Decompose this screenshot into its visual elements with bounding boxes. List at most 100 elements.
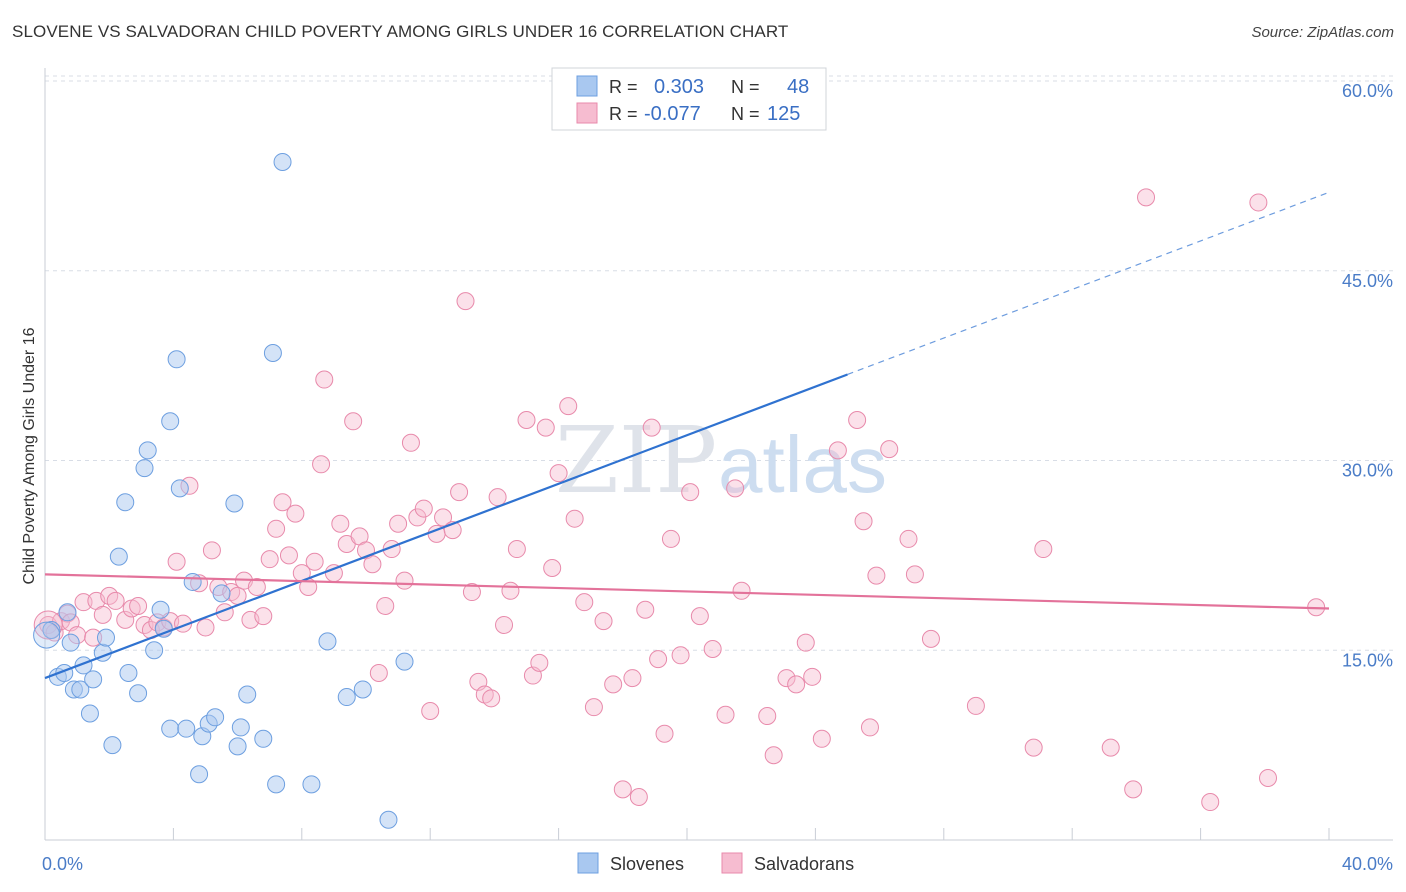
salvadorans-point xyxy=(331,514,350,533)
salvadorans-point xyxy=(661,529,680,548)
series-legend-slovenes: Slovenes xyxy=(610,854,684,874)
slovenes-trend-line xyxy=(44,373,848,680)
salvadorans-point xyxy=(565,509,584,528)
salvadorans-point xyxy=(369,664,388,683)
salvadorans-point xyxy=(803,667,822,686)
slovenes-point xyxy=(154,619,173,638)
salvadorans-point xyxy=(867,566,886,585)
slovenes-point xyxy=(71,680,90,699)
slovenes-point xyxy=(119,664,138,683)
salvadorans-point xyxy=(315,370,334,389)
salvadorans-point xyxy=(828,441,847,460)
slovenes-point xyxy=(206,708,225,727)
watermark-atlas: atlas xyxy=(718,420,887,509)
legend-blue-r-label: R = xyxy=(609,77,638,97)
salvadorans-point xyxy=(202,541,221,560)
salvadorans-point xyxy=(389,514,408,533)
slovenes-point xyxy=(379,810,398,829)
slovenes-points xyxy=(33,72,757,829)
slovenes-point xyxy=(183,572,202,591)
slovenes-point xyxy=(254,729,273,748)
salvadorans-point xyxy=(549,464,568,483)
axes xyxy=(44,68,1393,841)
salvadorans-point xyxy=(456,292,475,311)
salvadorans-point xyxy=(488,488,507,507)
slovenes-point xyxy=(96,628,115,647)
salvadorans-point xyxy=(434,508,453,527)
slovenes-point xyxy=(267,775,286,794)
series-legend-slovenes-swatch xyxy=(577,852,599,874)
slovenes-point xyxy=(353,680,372,699)
slovenes-point xyxy=(395,652,414,671)
legend-pink-r-value: -0.077 xyxy=(644,103,701,125)
salvadorans-point xyxy=(703,639,722,658)
slovenes-point xyxy=(302,775,321,794)
slovenes-point xyxy=(80,704,99,723)
salvadorans-point xyxy=(267,519,286,538)
salvadorans-point xyxy=(594,612,613,631)
slovenes-point xyxy=(177,719,196,738)
salvadorans-point xyxy=(905,565,924,584)
slovenes-point xyxy=(318,632,337,651)
salvadorans-point xyxy=(482,689,501,708)
x-tick-label: 0.0% xyxy=(42,854,83,874)
slovenes-point-cluster xyxy=(33,621,61,649)
salvadorans-point xyxy=(363,555,382,574)
salvadorans-point xyxy=(507,540,526,559)
salvadorans-point xyxy=(116,610,135,629)
salvadorans-point xyxy=(1034,540,1053,559)
slovenes-point xyxy=(170,479,189,498)
salvadorans-point xyxy=(1249,193,1268,212)
slovenes-point xyxy=(167,350,186,369)
salvadorans-point xyxy=(196,618,215,637)
legend-pink-r-label: R = xyxy=(609,104,638,124)
legend-blue-n-label: N = xyxy=(731,77,760,97)
salvadorans-point xyxy=(848,411,867,430)
salvadorans-point xyxy=(462,583,481,602)
salvadorans-point xyxy=(543,559,562,578)
slovenes-point xyxy=(58,603,77,622)
legend-blue-swatch xyxy=(576,75,598,97)
salvadorans-trend-line xyxy=(44,573,1330,610)
salvadorans-point xyxy=(777,669,796,688)
salvadorans-point xyxy=(1259,769,1278,788)
y-tick-label: 60.0% xyxy=(1342,81,1393,101)
salvadorans-points xyxy=(33,188,1326,812)
watermark: ZIP atlas xyxy=(555,407,887,514)
salvadorans-point xyxy=(74,593,93,612)
slovenes-point xyxy=(145,641,164,660)
series-legend-salvadorans-swatch xyxy=(721,852,743,874)
salvadorans-point xyxy=(376,596,395,615)
y-axis-title: Child Poverty Among Girls Under 16 xyxy=(21,327,38,584)
salvadorans-point xyxy=(1024,738,1043,757)
salvadorans-point xyxy=(517,411,536,430)
trend-lines xyxy=(44,191,1330,680)
slovenes-point xyxy=(161,412,180,431)
salvadorans-point xyxy=(584,698,603,717)
salvadorans-point xyxy=(247,578,266,596)
salvadorans-point xyxy=(93,605,112,624)
y-tick-label: 30.0% xyxy=(1342,461,1393,481)
salvadorans-point xyxy=(690,607,709,626)
salvadorans-point xyxy=(305,552,324,571)
salvadorans-point xyxy=(536,418,555,437)
salvadorans-point xyxy=(129,596,148,615)
salvadorans-point xyxy=(726,479,745,498)
slovenes-point xyxy=(116,493,135,512)
salvadorans-point xyxy=(899,529,918,548)
salvadorans-point xyxy=(604,675,623,694)
series-legend: Slovenes Salvadorans xyxy=(577,852,854,874)
salvadorans-point xyxy=(1201,793,1220,812)
slovenes-point xyxy=(273,152,292,171)
salvadorans-point xyxy=(254,607,273,626)
salvadorans-point xyxy=(450,483,469,502)
slovenes-trend-extension xyxy=(847,191,1330,376)
salvadorans-point xyxy=(286,504,305,523)
x-tick-labels: 0.0% 40.0% xyxy=(42,854,1393,874)
salvadorans-point xyxy=(421,701,440,720)
x-tick-label: 40.0% xyxy=(1342,854,1393,874)
salvadorans-point xyxy=(530,653,549,672)
correlation-legend: R = 0.303 N = 48 R = -0.077 N = 125 xyxy=(551,67,827,131)
salvadorans-point xyxy=(559,397,578,416)
slovenes-point xyxy=(109,547,128,566)
